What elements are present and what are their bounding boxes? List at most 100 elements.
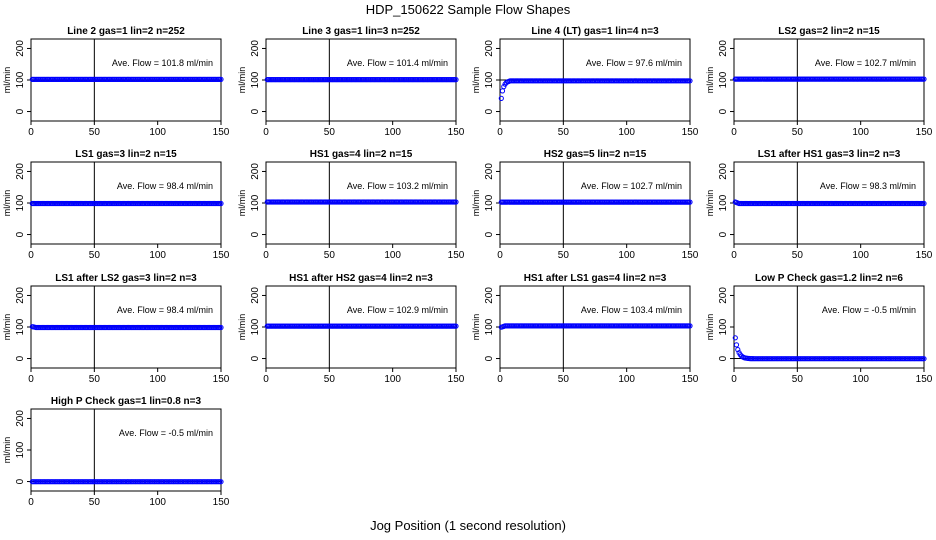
y-tick-label: 0 xyxy=(15,108,26,114)
y-tick-label: 0 xyxy=(250,355,261,361)
x-tick-label: 0 xyxy=(731,250,737,261)
x-tick-label: 100 xyxy=(618,374,635,385)
y-tick-label: 100 xyxy=(718,318,729,335)
x-tick-label: 50 xyxy=(558,250,570,261)
x-tick-label: 50 xyxy=(792,127,804,138)
panel-9: LS1 after LS2 gas=3 lin=2 n=3 0 50 100 150 0 1… xyxy=(2,273,230,385)
average-flow-annotation: Ave. Flow = -0.5 ml/min xyxy=(822,305,916,315)
y-axis-label: ml/min xyxy=(471,67,481,94)
x-tick-label: 150 xyxy=(448,250,465,261)
panel-title: Line 4 (LT) gas=1 lin=4 n=3 xyxy=(531,26,659,37)
x-tick-label: 100 xyxy=(149,374,166,385)
data-point xyxy=(501,84,507,90)
average-flow-annotation: Ave. Flow = 97.6 ml/min xyxy=(586,58,682,68)
panel-title: HS2 gas=5 lin=2 n=15 xyxy=(544,149,647,160)
y-tick-label: 100 xyxy=(15,318,26,335)
x-tick-label: 150 xyxy=(213,497,230,508)
x-tick-label: 150 xyxy=(682,127,699,138)
x-tick-label: 50 xyxy=(324,127,336,138)
y-tick-label: 200 xyxy=(484,40,495,57)
data-point xyxy=(732,335,738,341)
average-flow-annotation: Ave. Flow = 102.7 ml/min xyxy=(815,58,916,68)
data-point xyxy=(218,200,224,207)
data-point xyxy=(921,76,927,82)
panel-13: High P Check gas=1 lin=0.8 n=3 0 50 100 150 0… xyxy=(2,396,230,508)
panel-7: HS2 gas=5 lin=2 n=15 0 50 100 150 0 100 200ml/m… xyxy=(471,149,699,261)
y-tick-label: 200 xyxy=(250,163,261,180)
y-tick-label: 200 xyxy=(15,410,26,427)
y-tick-label: 100 xyxy=(718,71,729,88)
x-tick-label: 100 xyxy=(384,374,401,385)
y-tick-label: 0 xyxy=(15,478,26,484)
y-tick-label: 200 xyxy=(718,40,729,57)
x-tick-label: 50 xyxy=(324,250,336,261)
panel-11: HS1 after LS1 gas=4 lin=2 n=3 0 50 100 150 0 1… xyxy=(471,273,699,385)
x-tick-label: 150 xyxy=(448,374,465,385)
x-tick-label: 0 xyxy=(497,127,503,138)
x-tick-label: 0 xyxy=(28,250,34,261)
average-flow-annotation: Ave. Flow = 103.4 ml/min xyxy=(581,305,682,315)
data-point xyxy=(921,200,927,207)
y-axis-label: ml/min xyxy=(237,67,247,94)
x-tick-label: 50 xyxy=(89,127,101,138)
average-flow-annotation: Ave. Flow = 103.2 ml/min xyxy=(347,181,448,191)
y-tick-label: 100 xyxy=(15,441,26,458)
y-tick-label: 0 xyxy=(484,355,495,361)
panel-12: Low P Check gas=1.2 lin=2 n=6 0 50 100 150 0 1… xyxy=(705,273,933,385)
x-tick-label: 150 xyxy=(213,374,230,385)
y-axis-label: ml/min xyxy=(237,190,247,217)
y-axis-label: ml/min xyxy=(471,314,481,341)
x-tick-label: 0 xyxy=(497,250,503,261)
y-tick-label: 200 xyxy=(718,287,729,304)
y-axis-label: ml/min xyxy=(2,67,12,94)
x-tick-label: 150 xyxy=(213,250,230,261)
y-tick-label: 100 xyxy=(250,71,261,88)
x-tick-label: 50 xyxy=(792,250,804,261)
panel-title: HS1 gas=4 lin=2 n=15 xyxy=(310,149,413,160)
y-axis-label: ml/min xyxy=(705,190,715,217)
panel-title: LS1 after LS2 gas=3 lin=2 n=3 xyxy=(55,273,197,284)
panel-title: LS1 gas=3 lin=2 n=15 xyxy=(75,149,177,160)
x-tick-label: 100 xyxy=(384,127,401,138)
data-point xyxy=(453,323,459,329)
average-flow-annotation: Ave. Flow = 98.4 ml/min xyxy=(117,305,213,315)
y-tick-label: 0 xyxy=(484,231,495,237)
y-axis-label: ml/min xyxy=(2,437,12,464)
y-tick-label: 100 xyxy=(484,318,495,335)
x-tick-label: 150 xyxy=(682,374,699,385)
plot-frame xyxy=(733,285,925,369)
average-flow-annotation: Ave. Flow = 102.7 ml/min xyxy=(581,181,682,191)
plot-frame xyxy=(30,408,222,492)
x-tick-label: 100 xyxy=(852,374,869,385)
x-tick-label: 150 xyxy=(916,374,933,385)
y-tick-label: 200 xyxy=(15,287,26,304)
figure-title: HDP_150622 Sample Flow Shapes xyxy=(365,2,571,17)
data-point xyxy=(453,199,459,205)
y-axis-label: ml/min xyxy=(705,67,715,94)
average-flow-annotation: Ave. Flow = 101.8 ml/min xyxy=(112,58,213,68)
x-tick-label: 50 xyxy=(792,374,804,385)
panel-title: LS2 gas=2 lin=2 n=15 xyxy=(778,26,880,37)
x-tick-label: 100 xyxy=(384,250,401,261)
x-tick-label: 100 xyxy=(852,127,869,138)
panel-title: HS1 after LS1 gas=4 lin=2 n=3 xyxy=(524,273,667,284)
average-flow-annotation: Ave. Flow = -0.5 ml/min xyxy=(119,428,213,438)
panel-4: LS2 gas=2 lin=2 n=15 0 50 100 150 0 100 200ml/m… xyxy=(705,26,933,138)
x-tick-label: 0 xyxy=(28,374,34,385)
panel-title: High P Check gas=1 lin=0.8 n=3 xyxy=(51,396,202,407)
x-tick-label: 150 xyxy=(682,250,699,261)
panel-8: LS1 after HS1 gas=3 lin=2 n=3 0 50 100 150 0 1… xyxy=(705,149,933,261)
panel-3: Line 4 (LT) gas=1 lin=4 n=3 0 50 100 150 0 100… xyxy=(471,26,699,138)
y-tick-label: 0 xyxy=(718,355,729,361)
y-tick-label: 100 xyxy=(250,318,261,335)
panel-title: Low P Check gas=1.2 lin=2 n=6 xyxy=(755,273,903,284)
x-tick-label: 100 xyxy=(618,250,635,261)
y-axis-label: ml/min xyxy=(237,314,247,341)
x-tick-label: 150 xyxy=(213,127,230,138)
y-axis-label: ml/min xyxy=(471,190,481,217)
average-flow-annotation: Ave. Flow = 102.9 ml/min xyxy=(347,305,448,315)
data-point xyxy=(499,88,506,94)
data-point xyxy=(498,95,504,102)
x-tick-label: 100 xyxy=(149,497,166,508)
